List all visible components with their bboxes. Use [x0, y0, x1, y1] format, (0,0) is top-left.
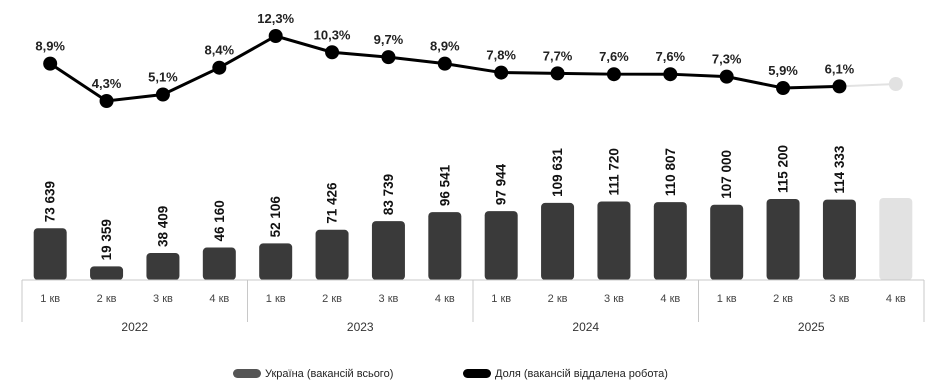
x-tick-label: 1 кв	[491, 293, 511, 305]
line-value-label: 10,3%	[314, 27, 351, 42]
year-group-label: 2025	[798, 320, 825, 334]
line-value-label: 5,9%	[768, 63, 798, 78]
line-point	[776, 81, 791, 95]
legend-label: Доля (вакансій віддалена робота)	[495, 368, 668, 380]
bar	[315, 229, 349, 280]
bar	[710, 204, 744, 280]
x-tick-label: 3 кв	[153, 293, 173, 305]
bar	[484, 211, 518, 280]
line-value-label: 12,3%	[257, 11, 294, 26]
line-point	[550, 66, 565, 81]
line-point	[43, 56, 58, 71]
bar-value-label: 97 944	[494, 163, 509, 205]
x-tick-label: 3 кв	[604, 293, 624, 305]
line-value-label: 7,6%	[655, 49, 685, 64]
bar	[766, 199, 800, 280]
x-axis: 1 кв 2 кв 3 кв 4 кв 1 кв 2 кв 3 кв 4 кв 1 кв 2 кв…	[21, 279, 925, 334]
line-point	[99, 94, 114, 108]
bar-value-label: 71 426	[325, 182, 340, 224]
line-point	[155, 87, 170, 102]
line-value-label: 6,1%	[825, 61, 855, 76]
bar-value-label: 115 200	[776, 145, 791, 193]
x-tick-label: 4 кв	[209, 293, 229, 305]
line-placeholder-segment	[839, 83, 896, 88]
x-tick-label: 2 кв	[97, 293, 117, 305]
x-tick-label: 1 кв	[40, 293, 60, 305]
x-tick-label: 2 кв	[322, 293, 342, 305]
bar-value-label: 109 631	[550, 148, 565, 197]
line-value-label: 8,9%	[35, 39, 65, 54]
legend-swatch	[463, 369, 491, 378]
bar	[541, 202, 575, 280]
bar-series: 73 639 19 359 38 409 46 160 52 106 71 426 83 7…	[33, 145, 913, 280]
line-value-label: 9,7%	[374, 32, 404, 47]
x-tick-label: 4 кв	[435, 293, 455, 305]
x-tick-label: 4 кв	[660, 293, 680, 305]
x-tick-label: 1 кв	[717, 293, 737, 305]
year-group-label: 2022	[121, 320, 148, 334]
bar-value-label: 110 807	[663, 148, 678, 196]
legend-swatch	[233, 369, 261, 378]
bar	[428, 212, 462, 280]
x-tick-label: 2 кв	[773, 293, 793, 305]
bar	[597, 201, 631, 280]
bar-value-label: 107 000	[719, 150, 734, 199]
year-group-label: 2023	[347, 320, 374, 334]
line-value-label: 8,9%	[430, 39, 460, 54]
bar	[146, 252, 180, 280]
x-tick-label: 2 кв	[548, 293, 568, 305]
line-point	[663, 67, 678, 82]
bar	[202, 247, 236, 280]
bar-value-label: 73 639	[43, 181, 58, 222]
line-value-label: 7,8%	[486, 48, 516, 63]
line-value-label: 7,3%	[712, 52, 742, 67]
line-point	[381, 50, 396, 65]
bar-value-label: 52 106	[268, 196, 283, 238]
line-point	[494, 65, 509, 80]
bar	[371, 221, 405, 280]
line-value-label: 7,6%	[599, 49, 629, 64]
legend: Україна (вакансій всього) Доля (вакансій …	[233, 368, 668, 380]
line-value-label: 8,4%	[204, 43, 234, 58]
line-point	[325, 45, 340, 60]
bar-value-label: 38 409	[155, 206, 170, 247]
line-point	[268, 29, 283, 43]
line-point	[719, 69, 734, 84]
line-point	[212, 60, 227, 75]
x-tick-label: 3 кв	[379, 293, 399, 305]
bar	[822, 199, 856, 280]
line-point	[437, 56, 452, 71]
line-point	[606, 67, 621, 82]
x-tick-label: 1 кв	[266, 293, 286, 305]
x-tick-label: 3 кв	[830, 293, 850, 305]
bar	[33, 228, 67, 280]
line-value-label: 7,7%	[543, 48, 573, 63]
bar-placeholder	[879, 198, 913, 280]
x-tick-label: 4 кв	[886, 293, 906, 305]
year-group-label: 2024	[572, 320, 599, 334]
bar	[90, 266, 124, 280]
line-point	[832, 79, 847, 94]
line-value-label: 5,1%	[148, 70, 178, 85]
bar-value-label: 19 359	[99, 219, 114, 260]
line-point-placeholder	[888, 77, 903, 91]
bar-value-label: 46 160	[212, 200, 227, 241]
line-series: 8,9% 4,3% 5,1% 8,4% 12,3% 10,3% 9,7% 8,9% 7,8% 7,…	[35, 11, 903, 108]
bar	[653, 202, 687, 280]
bar	[259, 243, 293, 280]
bar-value-label: 96 541	[437, 164, 452, 206]
line-value-label: 4,3%	[92, 76, 122, 91]
bar-value-label: 83 739	[381, 174, 396, 215]
bar-value-label: 114 333	[832, 145, 847, 194]
legend-label: Україна (вакансій всього)	[265, 368, 393, 380]
bar-value-label: 111 720	[606, 148, 621, 195]
